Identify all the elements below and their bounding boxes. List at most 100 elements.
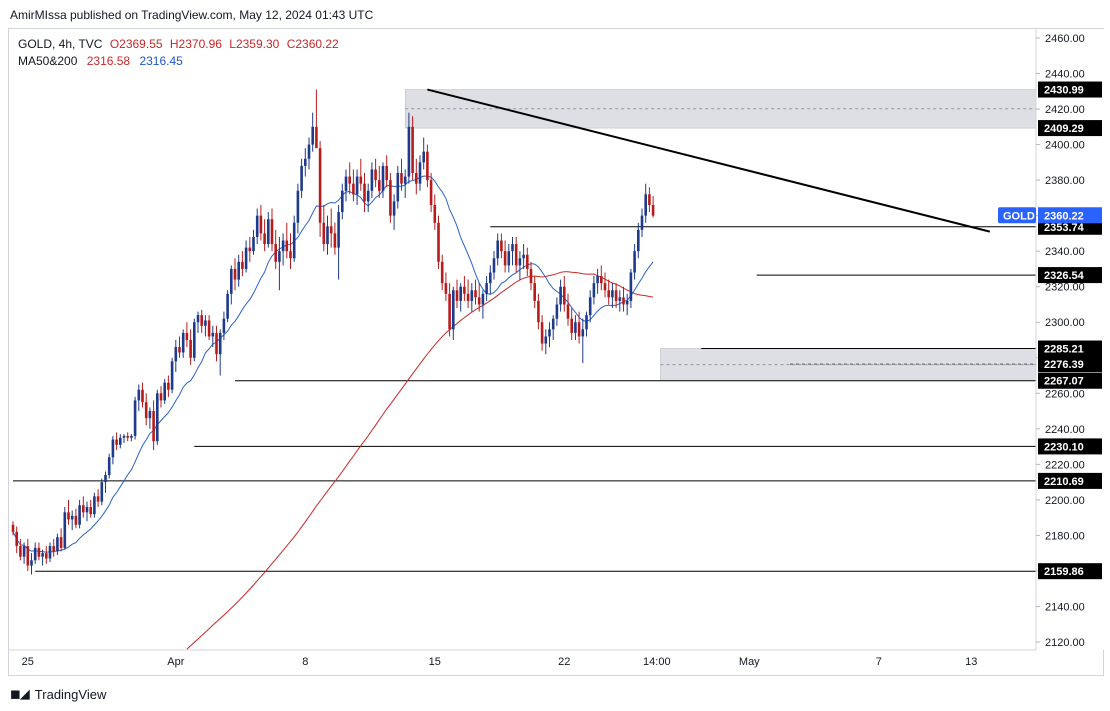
y-tick-label: 2460.00 (1045, 33, 1085, 45)
candle (222, 311, 226, 340)
candle (248, 236, 252, 262)
candle (400, 158, 403, 191)
x-tick-label: Apr (167, 656, 184, 668)
candle-body (489, 272, 492, 284)
legend-ohlc-row: GOLD, 4h, TVC O2369.55 H2370.96 L2359.30… (18, 36, 339, 53)
candle-body (363, 183, 366, 202)
candle (178, 336, 181, 358)
candle (37, 542, 41, 561)
y-tick-label: 2400.00 (1045, 140, 1085, 152)
candle-body (440, 261, 444, 284)
candle (648, 187, 651, 213)
y-tick-label: 2180.00 (1045, 530, 1085, 542)
candle (89, 499, 92, 518)
candle-body (422, 151, 425, 163)
candle-body (429, 180, 433, 205)
candle (226, 290, 229, 323)
candle-body (526, 254, 529, 269)
candle (596, 268, 599, 294)
legend-low: L2359.30 (229, 37, 280, 51)
candle-body (348, 176, 351, 184)
ma50-line (12, 175, 654, 553)
candle-body (133, 400, 137, 436)
candle (389, 173, 392, 223)
candle-body (237, 261, 240, 280)
candle-body (341, 190, 344, 213)
candle (474, 279, 477, 305)
candle-body (267, 219, 270, 245)
candle-body (207, 320, 211, 337)
candle-body (270, 219, 274, 245)
candle (274, 229, 277, 269)
y-tick-label: 2240.00 (1045, 424, 1085, 436)
candle (625, 293, 629, 316)
y-tick-label: 2220.00 (1045, 459, 1085, 471)
legend-symbol[interactable]: GOLD, 4h, TVC (18, 37, 103, 51)
candle-body (574, 322, 577, 333)
y-tick-label: 2320.00 (1045, 282, 1085, 294)
candle (392, 194, 396, 230)
candle (45, 546, 48, 564)
candle-body (15, 531, 18, 547)
candle (130, 434, 133, 442)
candle-body (318, 148, 322, 223)
candle (189, 329, 192, 365)
candle-body (78, 505, 81, 525)
candle (514, 236, 518, 273)
candle-body (585, 315, 588, 330)
candle (311, 112, 314, 152)
candle-body (640, 215, 644, 230)
candle-body (455, 290, 459, 301)
candle (463, 276, 466, 301)
candle (126, 432, 129, 442)
candle-body (174, 347, 178, 362)
footer-brand[interactable]: ◼︎◢ TradingView (10, 686, 106, 702)
price-level-label: 2430.99 (1044, 85, 1084, 97)
candle-body (107, 457, 111, 476)
candle-body (500, 240, 503, 252)
legend-ma-label[interactable]: MA50&200 (18, 54, 78, 68)
candle (500, 233, 503, 259)
candle-body (126, 435, 129, 438)
candle (237, 254, 240, 287)
legend-ma200-value: 2316.45 (139, 54, 183, 68)
candle (263, 219, 266, 252)
candle (74, 508, 78, 529)
candle-body (629, 272, 633, 301)
candles-group (11, 89, 655, 575)
candle (551, 315, 555, 340)
candle-body (274, 244, 277, 262)
x-tick-label: May (739, 656, 760, 668)
candle (307, 137, 311, 170)
symbol-tag-label: GOLD (1003, 210, 1035, 222)
candle (278, 236, 281, 291)
candle-body (56, 537, 59, 552)
candle (566, 293, 570, 326)
candle (170, 357, 174, 394)
candle (204, 315, 207, 337)
candle-body (141, 389, 144, 403)
candle (333, 222, 337, 255)
candle-body (152, 411, 155, 442)
candle (341, 183, 344, 220)
price-level-label: 2230.10 (1044, 441, 1084, 453)
candle (407, 112, 411, 184)
price-level-label: 2353.74 (1044, 222, 1085, 234)
candle-body (470, 290, 474, 301)
candle (211, 325, 215, 348)
candle-body (170, 361, 174, 390)
price-level-tag (1038, 120, 1102, 137)
candle-body (326, 226, 329, 245)
candle-body (522, 254, 525, 259)
candle-body (233, 268, 237, 280)
candle-body (211, 332, 215, 337)
candle (300, 158, 303, 198)
candle (115, 432, 118, 451)
candle (96, 489, 100, 507)
legend-high: H2370.96 (169, 37, 222, 51)
candle (270, 208, 274, 252)
candle-body (48, 546, 52, 559)
candle (585, 311, 588, 337)
price-level-tag (1038, 81, 1102, 98)
